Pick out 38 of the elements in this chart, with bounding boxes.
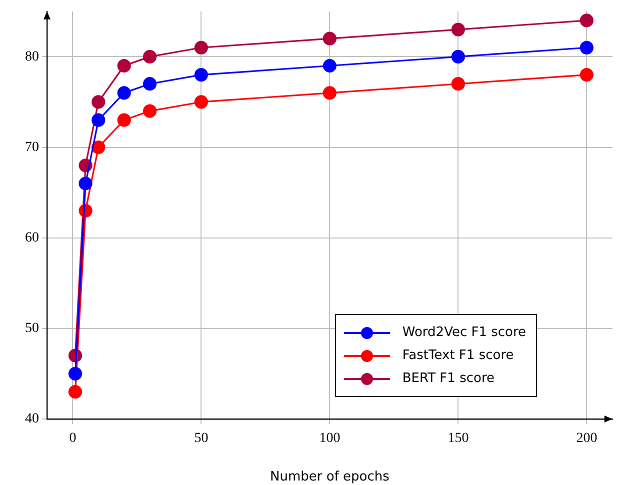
point	[143, 50, 157, 64]
point	[143, 104, 157, 118]
point	[322, 58, 336, 73]
point	[92, 113, 106, 127]
point	[451, 22, 465, 36]
point	[580, 14, 594, 28]
y-tick-label: 40	[25, 412, 39, 427]
x-tick-label: 150	[448, 431, 469, 446]
point	[322, 32, 336, 46]
point	[117, 86, 131, 100]
x-tick-label: 0	[69, 431, 76, 446]
y-tick-label: 50	[25, 321, 39, 336]
y-tick-label: 70	[25, 140, 39, 155]
x-axis-title: Number of epochs	[270, 470, 390, 485]
point	[68, 366, 82, 381]
point	[92, 95, 106, 109]
x-tick-label: 200	[576, 431, 598, 446]
point	[580, 68, 594, 82]
point	[68, 385, 82, 399]
y-tick-label: 60	[25, 230, 39, 246]
y-tick-label: 80	[25, 49, 39, 64]
point	[322, 86, 336, 100]
point	[78, 176, 92, 190]
point	[194, 95, 208, 109]
point	[143, 77, 157, 91]
point	[92, 140, 106, 154]
point	[117, 113, 131, 127]
point	[580, 40, 594, 54]
legend-label: FastText F1 score	[402, 348, 515, 363]
point	[117, 58, 131, 73]
point	[451, 50, 465, 64]
point	[194, 68, 208, 82]
point	[194, 40, 208, 54]
point	[451, 77, 465, 91]
x-tick-label: 50	[194, 431, 208, 446]
legend-label: Word2Vec F1 score	[402, 325, 526, 340]
x-tick-label: 100	[319, 431, 340, 446]
legend-label: BERT F1 score	[402, 371, 496, 386]
